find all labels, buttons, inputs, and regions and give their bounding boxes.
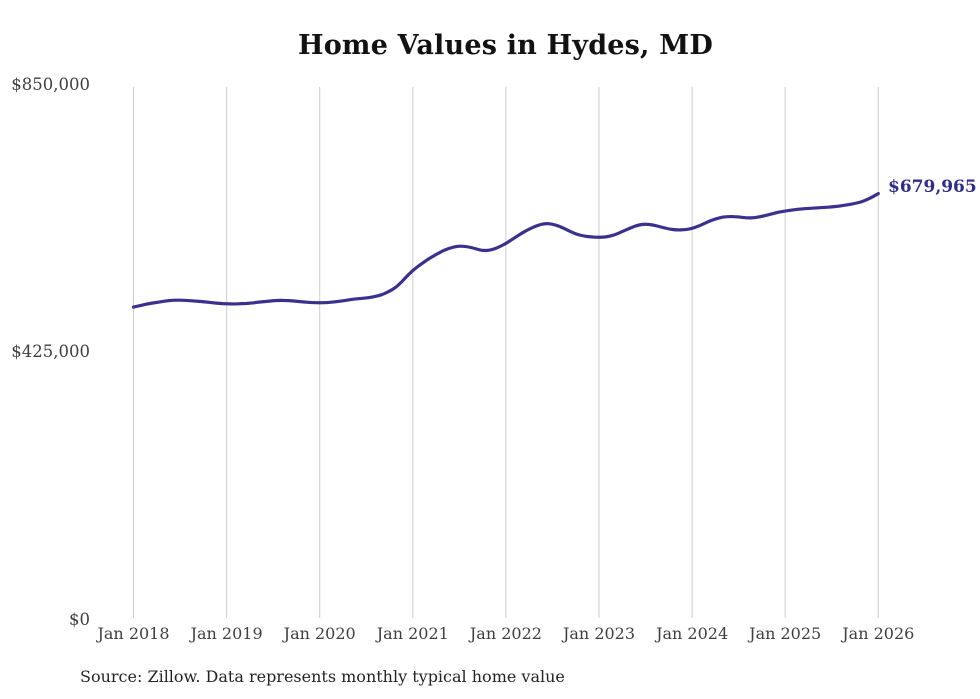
x-tick-label: Jan 2023	[562, 624, 636, 643]
y-axis-tick-850000: $850,000	[11, 75, 90, 94]
gridlines-group	[133, 87, 879, 618]
x-tick-label: Jan 2025	[749, 624, 822, 643]
y-axis-tick-0: $0	[69, 610, 90, 629]
home-value-line	[131, 192, 880, 309]
x-tick-label: Jan 2019	[190, 624, 263, 643]
source-note: Source: Zillow. Data represents monthly …	[80, 667, 565, 686]
x-tick-label: Jan 2022	[469, 624, 542, 643]
x-tick-label: Jan 2024	[656, 624, 729, 643]
chart-title: Home Values in Hydes, MD	[298, 30, 713, 61]
x-tick-label: Jan 2021	[376, 624, 449, 643]
x-tick-label: Jan 2020	[283, 624, 356, 643]
y-axis-tick-425000: $425,000	[11, 342, 90, 361]
end-value-label: $679,965	[888, 176, 977, 197]
x-tick-label: Jan 2026	[842, 624, 915, 643]
x-tick-label: Jan 2018	[97, 624, 170, 643]
